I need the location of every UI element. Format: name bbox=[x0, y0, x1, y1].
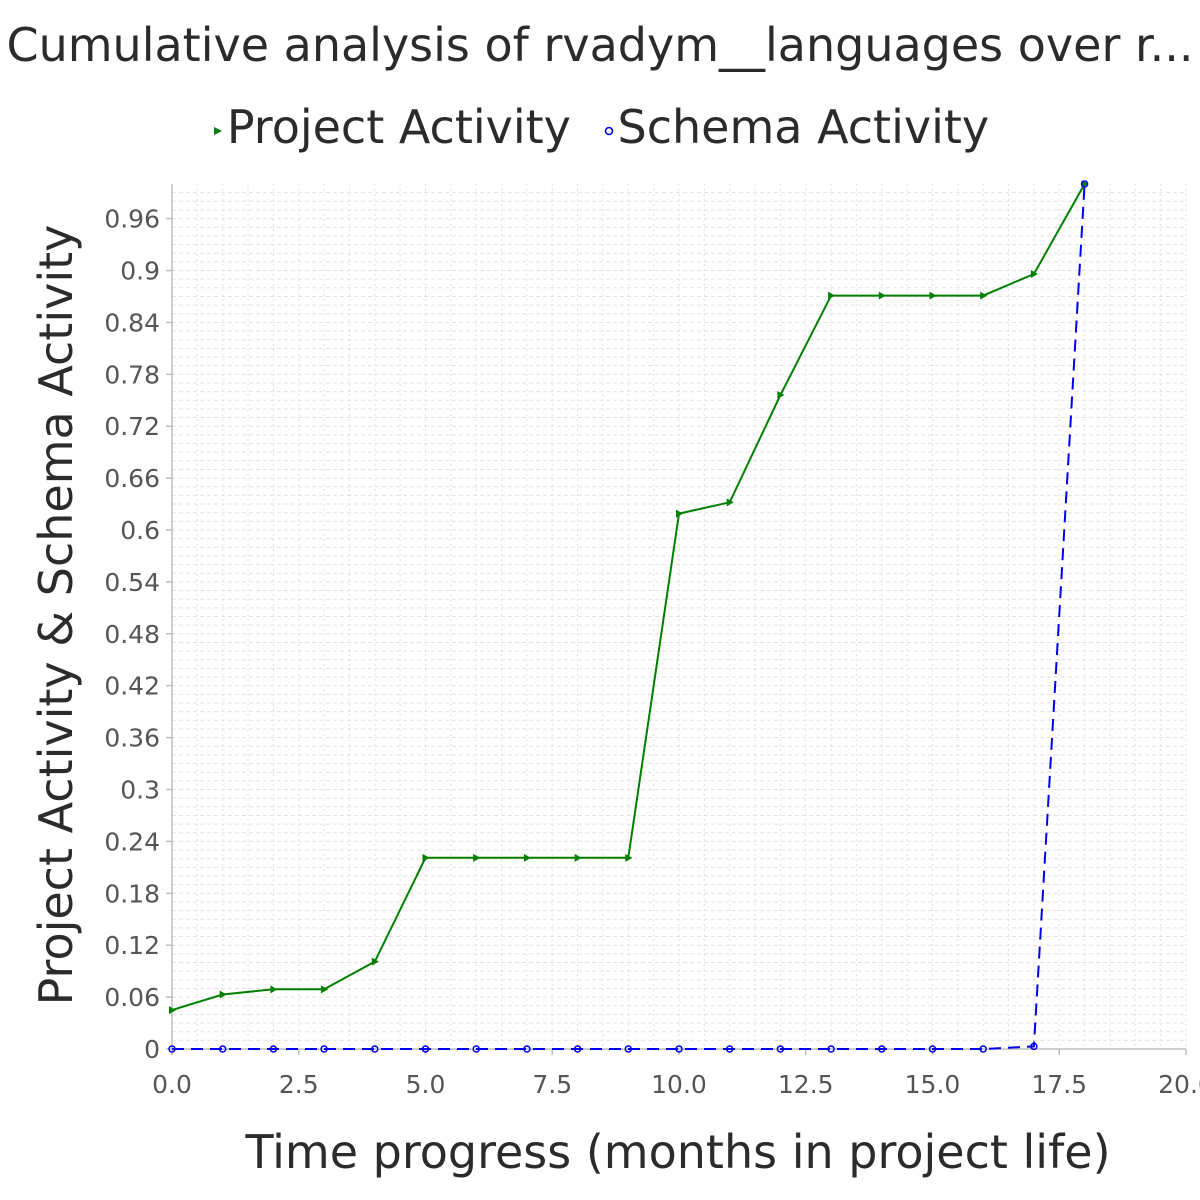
data-point bbox=[1030, 269, 1038, 278]
y-tick-label: 0.66 bbox=[104, 464, 160, 493]
x-tick-label: 2.5 bbox=[279, 1070, 319, 1099]
legend-label-project-activity: Project Activity bbox=[226, 100, 571, 154]
y-tick-label: 0.6 bbox=[120, 516, 160, 545]
y-tick-label: 0.54 bbox=[104, 568, 160, 597]
data-point bbox=[371, 957, 379, 966]
data-point bbox=[523, 853, 531, 862]
y-tick-label: 0 bbox=[144, 1035, 160, 1064]
data-point bbox=[1030, 1042, 1038, 1051]
data-point bbox=[828, 291, 836, 300]
data-point bbox=[218, 1045, 227, 1053]
x-tick-label: 10.0 bbox=[651, 1070, 707, 1099]
x-tick-label: 0.0 bbox=[152, 1070, 192, 1099]
series-line-1 bbox=[172, 183, 1086, 1050]
x-tick-label: 17.5 bbox=[1031, 1070, 1087, 1099]
legend-item-schema-activity: Schema Activity bbox=[602, 100, 990, 154]
y-tick-label: 0.24 bbox=[104, 827, 160, 856]
data-point bbox=[573, 1045, 582, 1053]
legend-item-project-activity: Project Activity bbox=[211, 100, 571, 154]
data-point bbox=[421, 1045, 430, 1053]
data-point bbox=[725, 1045, 734, 1053]
y-tick-label: 0.06 bbox=[104, 983, 160, 1012]
y-tick-label: 0.36 bbox=[104, 724, 160, 753]
data-point bbox=[928, 1045, 937, 1053]
y-tick-label: 0.3 bbox=[120, 776, 160, 805]
y-tick-label: 0.96 bbox=[104, 205, 160, 234]
data-point bbox=[675, 1045, 683, 1053]
grid bbox=[172, 184, 1187, 1049]
data-point bbox=[1080, 180, 1089, 188]
tick-labels: 0 0.06 0.12 0.18 0.24 0.3 0.36 0.42 0.48 0.54 0.6 0… bbox=[104, 205, 1200, 1099]
y-tick-label: 0.42 bbox=[104, 672, 160, 701]
y-tick-label: 0.84 bbox=[104, 308, 160, 337]
x-axis-title: Time progress (months in project life) bbox=[244, 1125, 1110, 1179]
data-point bbox=[168, 1045, 176, 1053]
data-point bbox=[776, 1045, 785, 1053]
series-layer bbox=[168, 180, 1089, 1053]
y-tick-label: 0.18 bbox=[104, 879, 160, 908]
y-tick-label: 0.78 bbox=[104, 360, 160, 389]
data-point bbox=[371, 1045, 379, 1053]
data-point bbox=[929, 291, 937, 300]
axes bbox=[166, 184, 1187, 1055]
data-point bbox=[320, 1045, 328, 1053]
legend-label-schema-activity: Schema Activity bbox=[617, 100, 990, 154]
x-tick-label: 7.5 bbox=[532, 1070, 572, 1099]
data-point bbox=[422, 853, 430, 862]
chart-title: Cumulative analysis of rvadym__languages… bbox=[6, 18, 1194, 72]
data-point bbox=[473, 853, 481, 862]
data-point bbox=[269, 1045, 278, 1053]
data-point bbox=[270, 985, 278, 994]
data-point bbox=[777, 391, 785, 400]
y-tick-label: 0.48 bbox=[104, 620, 160, 649]
data-point bbox=[878, 291, 886, 300]
y-tick-label: 0.12 bbox=[104, 931, 160, 960]
data-point bbox=[878, 1045, 886, 1053]
y-tick-label: 0.9 bbox=[120, 257, 160, 286]
data-point bbox=[676, 509, 683, 518]
x-tick-label: 20.0 bbox=[1158, 1070, 1200, 1099]
data-point bbox=[827, 1045, 835, 1053]
y-axis-title: Project Activity & Schema Activity bbox=[29, 225, 83, 1006]
circle-icon bbox=[604, 126, 613, 135]
legend: Project Activity Schema Activity bbox=[0, 100, 1200, 154]
data-point bbox=[726, 498, 734, 507]
series-line-0 bbox=[171, 183, 1086, 1012]
data-point bbox=[523, 1045, 531, 1053]
data-point bbox=[472, 1045, 480, 1053]
data-point bbox=[980, 291, 988, 300]
data-point bbox=[624, 1045, 633, 1053]
data-point bbox=[321, 985, 329, 994]
triangle-right-icon bbox=[213, 126, 222, 135]
data-point bbox=[169, 1006, 176, 1015]
data-point bbox=[979, 1045, 987, 1053]
data-point bbox=[625, 853, 633, 862]
x-tick-label: 12.5 bbox=[778, 1070, 834, 1099]
y-tick-label: 0.72 bbox=[104, 412, 160, 441]
x-tick-label: 5.0 bbox=[406, 1070, 446, 1099]
x-tick-label: 15.0 bbox=[905, 1070, 961, 1099]
data-point bbox=[219, 990, 227, 999]
data-point bbox=[574, 853, 582, 862]
